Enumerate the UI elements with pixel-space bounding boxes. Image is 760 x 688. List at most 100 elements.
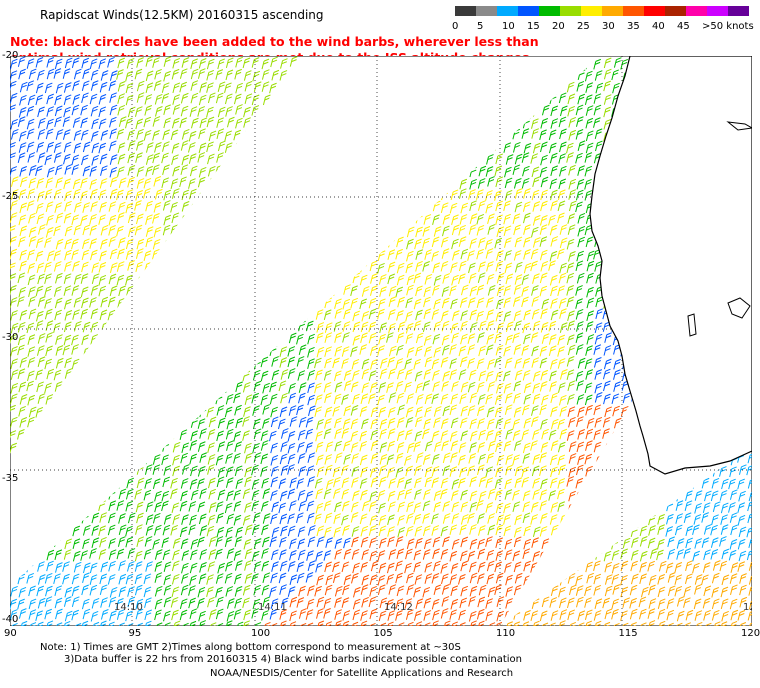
wind-barb — [71, 344, 79, 355]
wind-barb — [53, 250, 62, 261]
wind-barb — [81, 154, 89, 166]
wind-barb — [82, 238, 90, 250]
wind-barb — [10, 322, 19, 334]
wind-barb — [64, 57, 73, 69]
wind-barb — [170, 129, 179, 141]
wind-barb — [207, 165, 216, 177]
wind-barb — [63, 273, 72, 284]
wind-barb — [28, 236, 37, 247]
wind-barb — [26, 105, 35, 117]
wind-barb — [82, 321, 91, 333]
wind-barb — [55, 82, 64, 94]
wind-barb — [190, 58, 198, 69]
wind-barb — [234, 68, 242, 80]
wind-barb — [100, 70, 109, 81]
wind-barb — [27, 357, 36, 368]
wind-barb — [109, 116, 117, 128]
scale-label: 40 — [652, 21, 665, 32]
wind-barb — [19, 356, 28, 368]
scale-swatch — [602, 6, 623, 16]
wind-barb — [125, 82, 134, 94]
wind-barb — [53, 142, 62, 153]
wind-barb — [161, 177, 170, 188]
wind-barb — [17, 152, 26, 163]
wind-barb — [55, 177, 64, 188]
wind-barb — [10, 142, 16, 153]
wind-barb — [44, 382, 52, 394]
wind-barb — [143, 116, 152, 128]
wind-barb — [10, 212, 18, 223]
wind-barb — [73, 188, 81, 200]
wind-barb — [35, 94, 44, 106]
wind-barb — [72, 178, 81, 190]
wind-barb — [17, 344, 25, 356]
wind-barb — [206, 58, 215, 70]
wind-barb — [89, 213, 97, 225]
wind-barb — [81, 334, 90, 346]
wind-barb — [90, 249, 98, 261]
wind-barb — [127, 176, 135, 188]
wind-barb — [181, 154, 190, 166]
wind-barb — [143, 188, 151, 199]
wind-barb — [71, 164, 80, 175]
wind-barb — [55, 357, 64, 369]
wind-barb — [116, 212, 125, 223]
wind-barb — [36, 262, 45, 274]
wind-barb — [189, 106, 198, 117]
wind-barb — [35, 165, 43, 177]
wind-barb — [152, 130, 160, 141]
wind-barb — [100, 165, 108, 176]
wind-barb — [136, 92, 145, 103]
wind-barb — [89, 238, 98, 249]
scale-label: 20 — [552, 21, 565, 32]
wind-barb — [118, 285, 126, 297]
wind-barb — [82, 68, 90, 79]
wind-barb — [63, 94, 72, 106]
wind-barb — [163, 70, 171, 82]
wind-barb — [198, 142, 207, 154]
wind-barb — [90, 105, 99, 117]
wind-barb — [19, 81, 28, 93]
wind-barb — [117, 201, 126, 213]
wind-barb — [143, 250, 152, 261]
wind-barb — [46, 106, 55, 117]
wind-barb — [217, 58, 225, 70]
scale-swatch — [707, 6, 728, 16]
wind-barb — [108, 201, 117, 212]
wind-barb — [17, 321, 26, 333]
wind-barb — [135, 152, 143, 163]
wind-barb — [163, 117, 172, 129]
wind-barb — [10, 104, 17, 115]
wind-barb — [10, 382, 19, 394]
wind-barb — [171, 68, 180, 80]
wind-barb — [71, 154, 80, 166]
wind-barb — [35, 285, 44, 297]
wind-barb — [35, 57, 44, 68]
wind-barb — [136, 80, 145, 92]
wind-barb — [27, 370, 35, 382]
wind-barb — [163, 104, 171, 116]
wind-barb — [62, 116, 71, 127]
wind-barb — [109, 128, 118, 139]
wind-barb — [99, 153, 108, 165]
wind-barb — [10, 285, 17, 296]
wind-barb — [261, 58, 270, 70]
wind-barb — [10, 118, 18, 130]
wind-barb — [54, 105, 63, 117]
wind-barb — [108, 225, 116, 236]
wind-barb — [251, 57, 260, 68]
wind-barb — [289, 56, 298, 67]
scale-swatch — [476, 6, 497, 16]
wind-barb — [235, 104, 243, 115]
wind-barb — [135, 118, 144, 130]
wind-barb — [90, 201, 98, 212]
wind-barb — [98, 94, 107, 105]
wind-barb — [206, 82, 214, 93]
wind-barb — [154, 142, 162, 153]
wind-barb — [179, 81, 188, 93]
wind-barb — [224, 142, 233, 153]
wind-barb — [53, 225, 61, 237]
wind-barb — [35, 320, 44, 331]
wind-barb — [170, 201, 178, 213]
wind-barb — [179, 68, 188, 79]
